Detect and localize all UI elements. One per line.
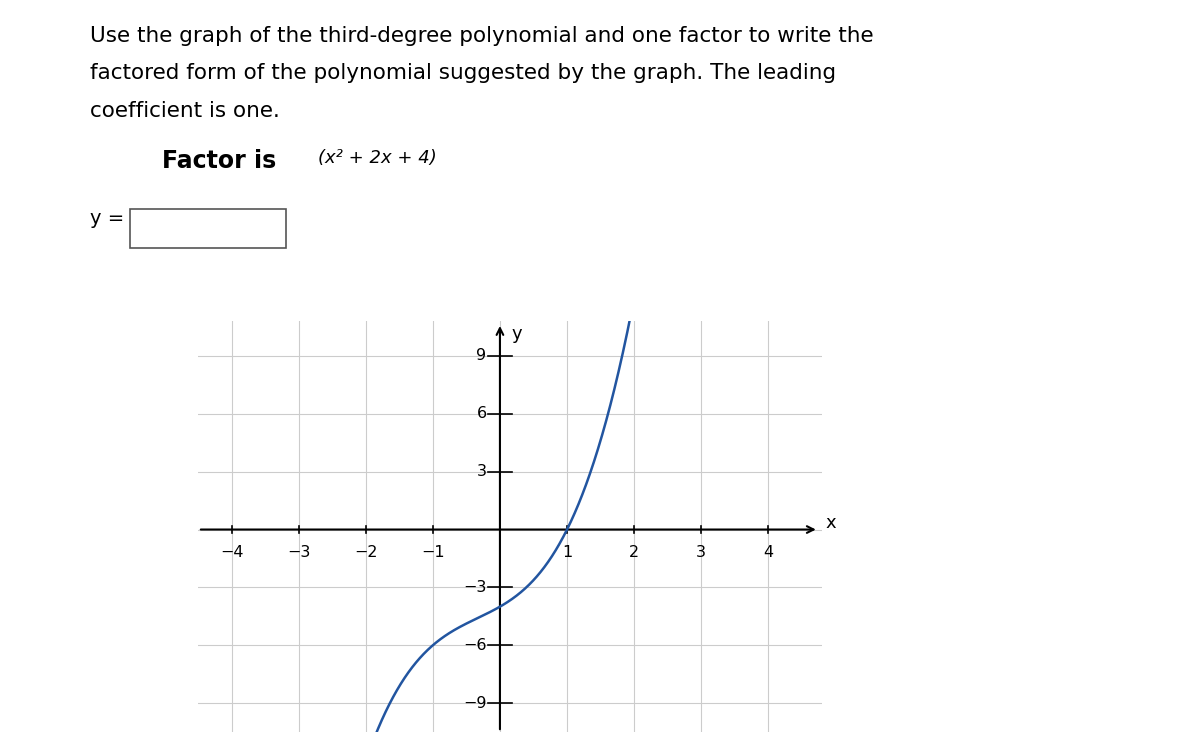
Text: −4: −4 <box>220 545 244 560</box>
Text: coefficient is one.: coefficient is one. <box>90 101 280 121</box>
Text: Use the graph of the third-degree polynomial and one factor to write the: Use the graph of the third-degree polyno… <box>90 26 874 46</box>
Text: y: y <box>511 325 522 343</box>
Text: −3: −3 <box>463 580 486 595</box>
Text: 9: 9 <box>476 348 486 364</box>
Text: 1: 1 <box>562 545 572 560</box>
Text: 2: 2 <box>629 545 640 560</box>
Text: 6: 6 <box>476 406 486 421</box>
Text: Factor is: Factor is <box>162 149 276 173</box>
FancyBboxPatch shape <box>130 209 286 248</box>
Text: y =: y = <box>90 209 125 228</box>
Text: factored form of the polynomial suggested by the graph. The leading: factored form of the polynomial suggeste… <box>90 63 836 84</box>
Text: −3: −3 <box>287 545 311 560</box>
Text: 4: 4 <box>763 545 773 560</box>
Text: −1: −1 <box>421 545 445 560</box>
Text: −6: −6 <box>463 638 486 653</box>
Text: (x² + 2x + 4): (x² + 2x + 4) <box>318 149 437 167</box>
Text: −9: −9 <box>463 695 486 710</box>
Text: 3: 3 <box>476 464 486 479</box>
Text: x: x <box>826 514 836 532</box>
Text: −2: −2 <box>354 545 378 560</box>
Text: 3: 3 <box>696 545 707 560</box>
